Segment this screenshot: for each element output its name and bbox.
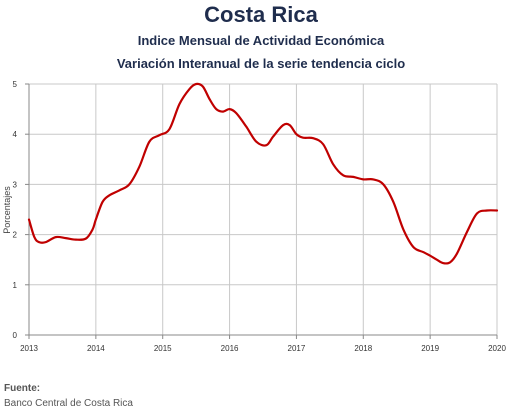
- y-tick-label: 4: [13, 130, 18, 139]
- y-tick-label: 2: [13, 231, 18, 240]
- chart-subtitle-1: Indice Mensual de Actividad Económica: [137, 33, 385, 48]
- grid: [29, 83, 498, 335]
- chart-subtitle-2: Variación Interanual de la serie tendenc…: [116, 56, 406, 71]
- series-line: [27, 82, 499, 265]
- x-tick-label: 2013: [20, 344, 38, 353]
- y-tick-label: 3: [13, 180, 18, 189]
- axes: [25, 83, 498, 339]
- x-tick-label: 2017: [288, 344, 306, 353]
- y-tick-label: 0: [13, 331, 18, 340]
- x-tick-label: 2019: [421, 344, 439, 353]
- x-tick-label: 2020: [488, 344, 506, 353]
- source-label: Fuente:: [4, 383, 41, 394]
- series: [27, 82, 499, 265]
- source-text: Banco Central de Costa Rica: [4, 398, 133, 409]
- x-tick-label: 2014: [87, 344, 105, 353]
- y-tick-label: 5: [13, 80, 18, 89]
- x-tick-label: 2015: [154, 344, 172, 353]
- tick-labels: 0 1 2 3 4 5 2013 2014 2015 2016 2017 2018 2019 2020: [13, 80, 507, 353]
- x-tick-label: 2016: [221, 344, 239, 353]
- y-tick-label: 1: [13, 281, 18, 290]
- chart-title: Costa Rica: [204, 2, 318, 27]
- x-tick-label: 2018: [354, 344, 372, 353]
- y-axis-label: Porcentajes: [2, 186, 12, 234]
